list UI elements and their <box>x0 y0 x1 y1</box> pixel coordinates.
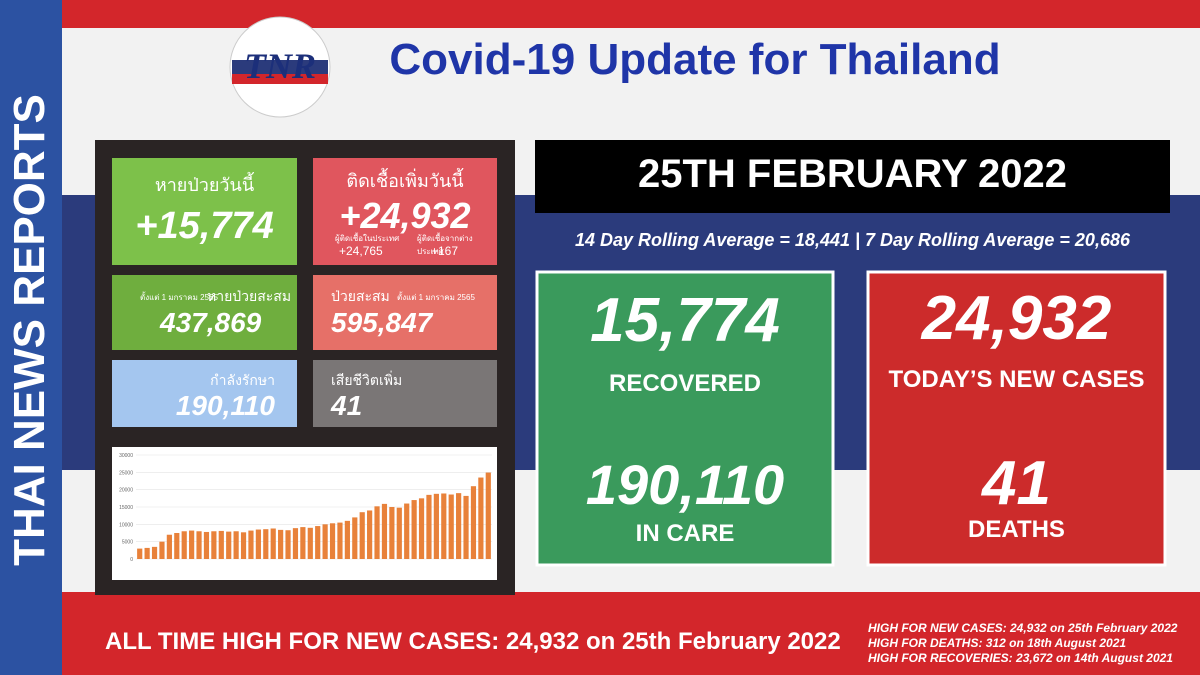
value: 24,932 <box>921 284 1112 353</box>
y-tick-label: 10000 <box>119 522 133 528</box>
bar <box>218 530 224 559</box>
bar <box>485 472 491 559</box>
value: +24,932 <box>339 195 471 236</box>
bar <box>337 522 343 559</box>
bar <box>374 506 380 559</box>
bar <box>359 512 365 559</box>
value: 437,869 <box>160 307 262 338</box>
bar <box>233 531 239 559</box>
bar <box>367 510 373 559</box>
bar <box>240 532 247 559</box>
bar <box>418 498 425 559</box>
bar <box>404 503 410 559</box>
y-tick-label: 20000 <box>119 488 133 494</box>
tile: ตั้งแต่ 1 มกราคม 2565 หายป่วยสะสม 437,86… <box>112 275 297 350</box>
mini-chart: 0 5000 10000 15000 20000 25000 30000 <box>112 447 497 580</box>
label: ผู้ติดเชื้อในประเทศ <box>335 234 400 243</box>
value: +15,774 <box>135 205 274 247</box>
bar <box>285 530 291 559</box>
bar <box>137 548 143 559</box>
bar <box>441 493 447 559</box>
label: RECOVERED <box>608 370 762 397</box>
value: 41 <box>982 449 1051 518</box>
label: ป่วยสะสม <box>331 288 390 304</box>
bar <box>329 523 336 559</box>
bar <box>270 528 276 559</box>
bar <box>456 493 462 559</box>
value: 15,774 <box>590 286 780 355</box>
bar <box>181 531 187 559</box>
note: ตั้งแต่ 1 มกราคม 2565 <box>140 293 218 302</box>
bar <box>322 524 328 559</box>
footer-headline: ALL TIME HIGH FOR NEW CASES: 24,932 on 2… <box>105 628 841 655</box>
bar <box>411 500 417 559</box>
tile: ป่วยสะสม ตั้งแต่ 1 มกราคม 2565 595,847 <box>313 275 497 350</box>
bar <box>315 526 321 559</box>
logo: TNR <box>244 46 316 86</box>
bar <box>166 534 172 559</box>
date: 25TH FEBRUARY 2022 <box>637 152 1068 196</box>
bar <box>211 531 217 559</box>
tile: กำลังรักษา 190,110 <box>112 360 297 427</box>
bar <box>174 533 180 559</box>
y-tick-label: 30000 <box>119 453 133 459</box>
value: 41 <box>331 390 363 421</box>
y-tick-label: 25000 <box>119 470 133 476</box>
bar <box>226 531 232 559</box>
tile: เสียชีวิตเพิ่ม 41 <box>313 360 497 427</box>
label: ติดเชื้อเพิ่มวันนี้ <box>346 171 464 191</box>
value: +167 <box>431 244 459 258</box>
bar <box>478 477 484 559</box>
bar <box>344 520 350 559</box>
bar <box>255 529 261 559</box>
footer-notes: HIGH FOR NEW CASES: 24,932 on 25th Febru… <box>868 621 1177 666</box>
label: DEATHS <box>968 516 1065 543</box>
bar <box>278 529 284 559</box>
bar <box>433 493 439 559</box>
label: ผู้ติดเชื้อจากต่างประเทศ <box>417 234 473 256</box>
bar <box>470 486 477 559</box>
label: กำลังรักษา <box>210 372 275 388</box>
value: 190,110 <box>175 390 275 421</box>
bar <box>307 527 313 559</box>
title: Covid-19 Update for Thailand <box>389 35 1001 84</box>
bar <box>448 494 454 559</box>
bar <box>248 530 254 559</box>
label: เสียชีวิตเพิ่ม <box>331 372 403 388</box>
bar <box>396 507 402 559</box>
value: 190,110 <box>585 453 785 516</box>
bar <box>292 528 299 559</box>
bar <box>352 517 358 559</box>
tile: หายป่วยวันนี้ +15,774 <box>112 158 297 265</box>
y-tick-label: 0 <box>130 557 133 563</box>
note: HIGH FOR RECOVERIES: 23,672 on 14th Augu… <box>868 651 1173 665</box>
bar <box>159 541 165 559</box>
bar <box>463 495 469 559</box>
bar <box>151 546 158 559</box>
label: IN CARE <box>635 520 735 547</box>
y-tick-label: 5000 <box>122 540 133 546</box>
bar <box>426 494 432 559</box>
label: TODAY’S NEW CASES <box>888 366 1145 393</box>
bar <box>263 529 269 559</box>
value: +24,765 <box>339 244 383 258</box>
bar <box>196 531 202 559</box>
bar <box>300 527 306 559</box>
note: HIGH FOR DEATHS: 312 on 18th August 2021 <box>868 636 1127 650</box>
tile: ติดเชื้อเพิ่มวันนี้ +24,932 ผู้ติดเชื้อใ… <box>313 158 497 265</box>
label: หายป่วยสะสม <box>207 288 292 304</box>
bar <box>189 530 195 559</box>
note: HIGH FOR NEW CASES: 24,932 on 25th Febru… <box>868 621 1178 635</box>
bar <box>389 507 395 559</box>
bar <box>144 547 150 559</box>
bar <box>381 503 388 559</box>
label: หายป่วยวันนี้ <box>154 175 255 195</box>
side-text: THAI NEWS REPORTS <box>5 94 54 566</box>
value: 595,847 <box>331 307 433 338</box>
rolling-average: 14 Day Rolling Average = 18,441 | 7 Day … <box>575 230 1130 250</box>
y-tick-label: 15000 <box>119 505 133 511</box>
bar <box>203 531 210 559</box>
note: ตั้งแต่ 1 มกราคม 2565 <box>397 293 475 302</box>
